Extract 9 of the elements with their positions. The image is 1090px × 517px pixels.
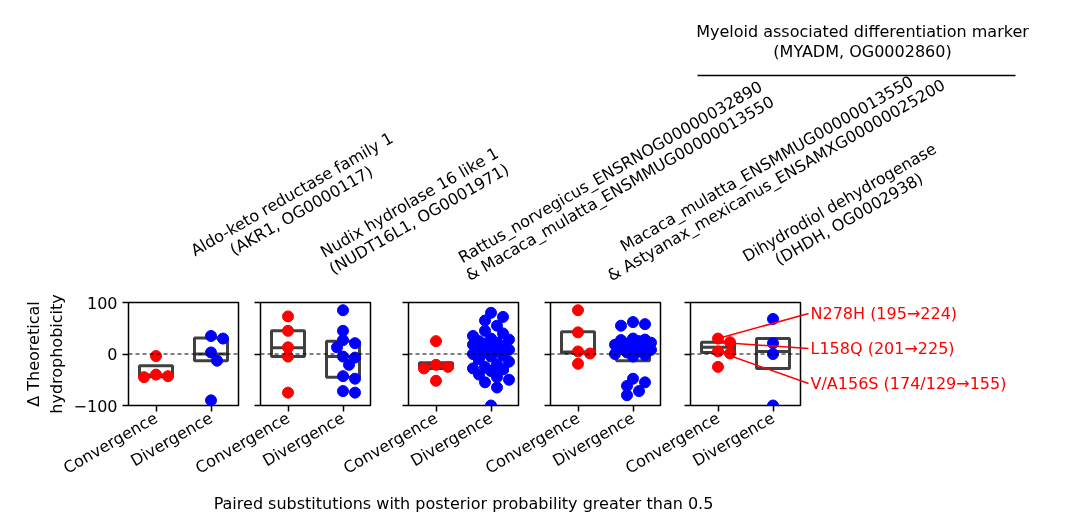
y-axis-title: Δ Theoretical hydrophobicity bbox=[23, 294, 66, 414]
y-tick-label: 0 bbox=[107, 345, 118, 364]
y-tick-label: −100 bbox=[73, 396, 118, 416]
annotation: L158Q (201→225) bbox=[810, 339, 955, 358]
annotation: V/A156S (174/129→155) bbox=[810, 374, 1007, 393]
x-axis-title: Paired substitutions with posterior probability greater than 0.5 bbox=[213, 493, 714, 513]
y-tick-label: 100 bbox=[86, 293, 118, 313]
annotation: N278H (195→224) bbox=[810, 304, 958, 323]
text: Myeloid associated differentiation marker (MYADM, OG0002860) bbox=[696, 21, 1030, 61]
